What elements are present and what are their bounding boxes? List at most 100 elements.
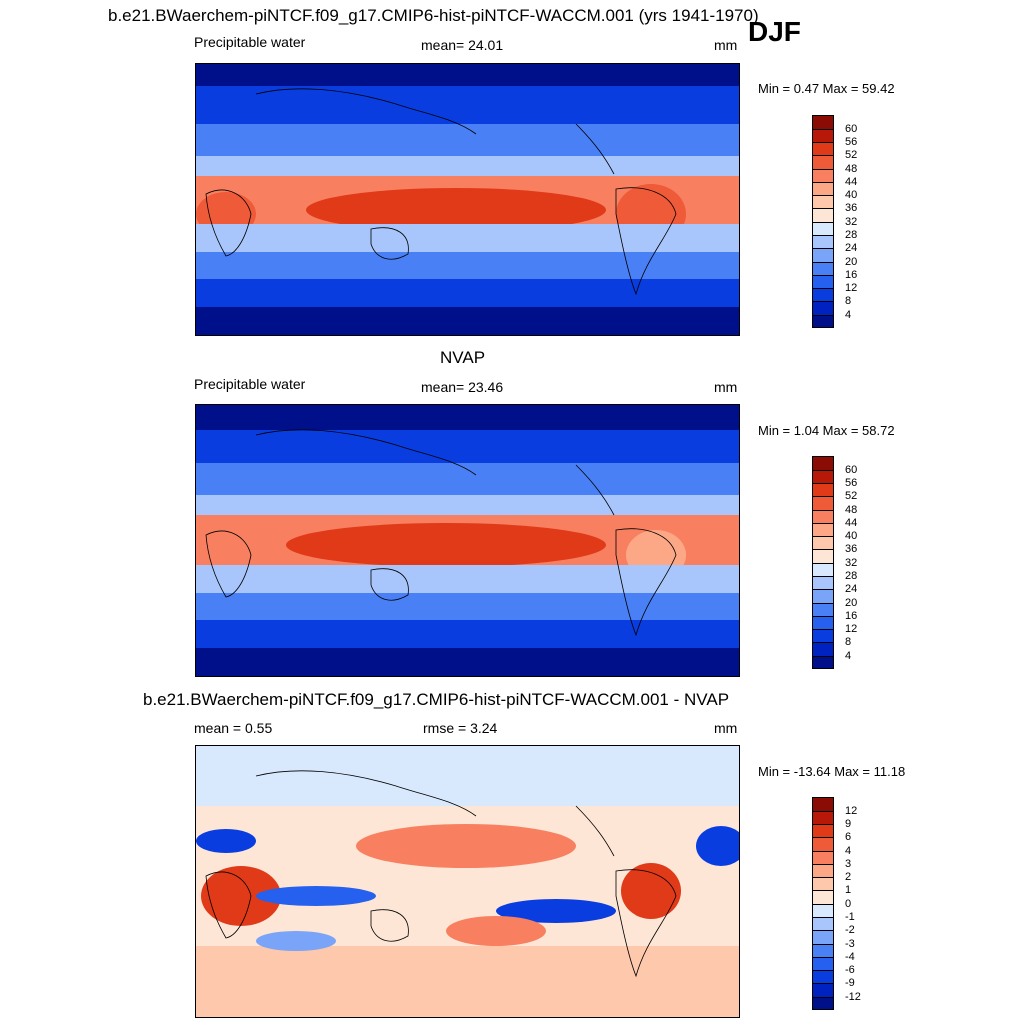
- panel2-map-svg: [196, 405, 739, 676]
- panel2-title: NVAP: [440, 348, 486, 367]
- colorbar-label: 8: [845, 636, 852, 648]
- map-band: [196, 224, 739, 254]
- colorbar-label: 36: [845, 202, 858, 214]
- coast-australia: [370, 909, 409, 942]
- colorbar-label: -3: [845, 938, 855, 950]
- coast-africa: [205, 871, 252, 939]
- colorbar-label: 9: [845, 818, 852, 830]
- panel3-minmax: Min = -13.64 Max = 11.18: [758, 764, 906, 779]
- colorbar-swatch: [812, 208, 834, 223]
- colorbar-label: 6: [845, 831, 852, 843]
- map-band: [196, 279, 739, 307]
- colorbar-label: 24: [845, 242, 858, 254]
- colorbar-label: 16: [845, 269, 858, 281]
- coastlines: [205, 770, 677, 978]
- coast-australia: [370, 227, 409, 260]
- panel1-map-svg: [196, 64, 739, 335]
- coastlines: [205, 88, 677, 296]
- colorbar-label: 32: [845, 216, 858, 228]
- map-band: [196, 593, 739, 623]
- coast-africa: [205, 189, 252, 257]
- map-wet-anomaly: [621, 863, 681, 919]
- colorbar-swatch: [812, 797, 834, 812]
- map-dry-anomaly: [256, 931, 336, 951]
- map-band: [196, 620, 739, 648]
- colorbar-label: 4: [845, 650, 852, 662]
- colorbar-swatch: [812, 301, 834, 316]
- colorbar-label: -6: [845, 964, 855, 976]
- panel2-colorbar: 60 56 52 48 44 40 36 32 28 24 20 16 12 8…: [812, 456, 857, 669]
- map-dry-anomaly: [696, 826, 739, 866]
- colorbar-label: 36: [845, 543, 858, 555]
- colorbar-label: 24: [845, 583, 858, 595]
- map-band: [196, 565, 739, 595]
- colorbar-label: 40: [845, 189, 858, 201]
- colorbar-label: 12: [845, 282, 858, 294]
- figure-title: b.e21.BWaerchem-piNTCF.f09_g17.CMIP6-his…: [108, 6, 759, 25]
- colorbar-swatch: [812, 496, 834, 511]
- panel2-map: [195, 404, 740, 677]
- map-band: [196, 463, 739, 497]
- colorbar-swatch: [812, 890, 834, 905]
- colorbar-label: 20: [845, 597, 858, 609]
- map-warm-pool: [286, 523, 606, 567]
- panel1-units: mm: [714, 37, 738, 53]
- colorbar-swatch: [812, 549, 834, 564]
- colorbar-label: -2: [845, 924, 855, 936]
- coast-africa: [205, 530, 252, 598]
- panel3-title: b.e21.BWaerchem-piNTCF.f09_g17.CMIP6-his…: [143, 690, 730, 709]
- colorbar-swatch: [812, 589, 834, 604]
- colorbar-label: 0: [845, 898, 852, 910]
- colorbar-label: 12: [845, 623, 858, 635]
- colorbar-label: -9: [845, 977, 855, 989]
- colorbar-label: -4: [845, 951, 855, 963]
- colorbar-swatch: [812, 983, 834, 998]
- map-dry-anomaly: [256, 886, 376, 906]
- coast-eurasia: [255, 88, 477, 135]
- colorbar-swatch: [812, 837, 834, 852]
- colorbar-label: 1: [845, 884, 852, 896]
- panel3-rmse: rmse = 3.24: [423, 720, 498, 736]
- colorbar-label: 16: [845, 610, 858, 622]
- map-wet-anomaly: [201, 866, 281, 926]
- colorbar-label: 60: [845, 464, 858, 476]
- colorbar-label: 4: [845, 309, 852, 321]
- colorbar-label: 3: [845, 858, 852, 870]
- colorbar-label: 44: [845, 176, 858, 188]
- colorbar-label: 52: [845, 149, 858, 161]
- colorbar-label: 2: [845, 871, 852, 883]
- map-dry-anomaly: [196, 829, 256, 853]
- colorbar-label: 12: [845, 805, 858, 817]
- colorbar-swatch: [812, 656, 834, 669]
- map-dry-anomaly: [496, 899, 616, 923]
- coast-north-america: [575, 123, 615, 175]
- panel1-minmax: Min = 0.47 Max = 59.42: [758, 81, 895, 96]
- colorbar-label: 28: [845, 229, 858, 241]
- colorbar-label: 32: [845, 557, 858, 569]
- colorbar-label: -12: [845, 991, 861, 1003]
- panel3-units: mm: [714, 720, 738, 736]
- panel2-minmax: Min = 1.04 Max = 58.72: [758, 423, 895, 438]
- panel3-mean: mean = 0.55: [194, 720, 273, 736]
- map-band: [196, 746, 739, 806]
- panel1-mean: mean= 24.01: [421, 37, 504, 53]
- colorbar-label: 56: [845, 477, 858, 489]
- colorbar-label: 8: [845, 295, 852, 307]
- colorbar-label: 40: [845, 530, 858, 542]
- coast-eurasia: [255, 429, 477, 476]
- colorbar-swatch: [812, 456, 834, 471]
- panel3-map: [195, 745, 740, 1018]
- coast-north-america: [575, 805, 615, 857]
- colorbar-label: 28: [845, 570, 858, 582]
- map-band: [196, 946, 739, 1017]
- panel2-variable-label: Precipitable water: [194, 376, 306, 392]
- panel2-units: mm: [714, 379, 738, 395]
- panel1-map: [195, 63, 740, 336]
- colorbar-swatch: [812, 248, 834, 263]
- map-band: [196, 252, 739, 282]
- colorbar-swatch: [812, 997, 834, 1010]
- map-wet-anomaly: [446, 916, 546, 946]
- coast-australia: [370, 568, 409, 601]
- colorbar-label: 4: [845, 845, 852, 857]
- panel1-variable-label: Precipitable water: [194, 34, 306, 50]
